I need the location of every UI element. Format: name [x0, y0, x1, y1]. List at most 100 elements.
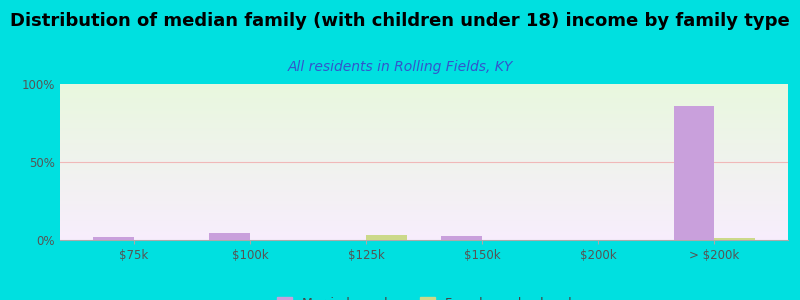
- Bar: [60, 184, 788, 185]
- Bar: [60, 131, 788, 132]
- Bar: [60, 115, 788, 117]
- Bar: [60, 123, 788, 124]
- Bar: [60, 134, 788, 136]
- Bar: [60, 145, 788, 146]
- Bar: [60, 156, 788, 157]
- Bar: [60, 182, 788, 184]
- Bar: [60, 142, 788, 143]
- Bar: [60, 207, 788, 209]
- Legend: Married couple, Female, no husband: Married couple, Female, no husband: [271, 292, 577, 300]
- Bar: [60, 148, 788, 149]
- Bar: [60, 218, 788, 220]
- Bar: [60, 101, 788, 103]
- Bar: [60, 238, 788, 240]
- Bar: [60, 129, 788, 131]
- Bar: [60, 215, 788, 217]
- Bar: [60, 92, 788, 93]
- Bar: [60, 209, 788, 210]
- Bar: [442, 236, 482, 240]
- Bar: [60, 89, 788, 90]
- Bar: [60, 90, 788, 92]
- Bar: [60, 220, 788, 221]
- Bar: [60, 114, 788, 115]
- Bar: [60, 100, 788, 101]
- Bar: [60, 103, 788, 104]
- Bar: [60, 112, 788, 114]
- Bar: [60, 221, 788, 223]
- Bar: [60, 195, 788, 196]
- Bar: [60, 181, 788, 182]
- Bar: [60, 223, 788, 224]
- Bar: [60, 93, 788, 95]
- Bar: [60, 109, 788, 110]
- Bar: [60, 151, 788, 153]
- Bar: [60, 193, 788, 195]
- Bar: [60, 227, 788, 229]
- Bar: [60, 98, 788, 100]
- Bar: [60, 237, 788, 238]
- Bar: [60, 168, 788, 170]
- Bar: [60, 167, 788, 168]
- Bar: [60, 126, 788, 128]
- Bar: [60, 170, 788, 171]
- Bar: [60, 95, 788, 97]
- Bar: [60, 137, 788, 139]
- Bar: [60, 118, 788, 120]
- Bar: [714, 238, 755, 240]
- Bar: [60, 202, 788, 204]
- Bar: [60, 104, 788, 106]
- Bar: [60, 179, 788, 181]
- Bar: [60, 85, 788, 87]
- Bar: [60, 159, 788, 160]
- Bar: [60, 224, 788, 226]
- Bar: [60, 235, 788, 237]
- Bar: [60, 214, 788, 215]
- Bar: [60, 110, 788, 112]
- Bar: [60, 160, 788, 162]
- Bar: [209, 233, 250, 240]
- Text: All residents in Rolling Fields, KY: All residents in Rolling Fields, KY: [287, 60, 513, 74]
- Bar: [60, 196, 788, 198]
- Bar: [60, 206, 788, 207]
- Bar: [60, 175, 788, 176]
- Bar: [60, 146, 788, 148]
- Bar: [60, 188, 788, 190]
- Bar: [60, 198, 788, 200]
- Bar: [60, 140, 788, 142]
- Bar: [60, 162, 788, 164]
- Bar: [60, 157, 788, 159]
- Bar: [60, 231, 788, 232]
- Bar: [60, 120, 788, 122]
- Bar: [60, 97, 788, 98]
- Bar: [60, 226, 788, 227]
- Bar: [60, 106, 788, 107]
- Bar: [60, 171, 788, 173]
- Bar: [60, 154, 788, 156]
- Bar: [60, 107, 788, 109]
- Bar: [60, 234, 788, 235]
- Bar: [60, 229, 788, 231]
- Bar: [60, 210, 788, 212]
- Bar: [60, 232, 788, 234]
- Bar: [60, 136, 788, 137]
- Bar: [60, 204, 788, 206]
- Text: Distribution of median family (with children under 18) income by family type: Distribution of median family (with chil…: [10, 12, 790, 30]
- Bar: [674, 106, 714, 240]
- Bar: [60, 190, 788, 192]
- Bar: [60, 132, 788, 134]
- Bar: [366, 235, 406, 240]
- Bar: [60, 165, 788, 167]
- Bar: [60, 173, 788, 175]
- Bar: [60, 187, 788, 188]
- Bar: [93, 237, 134, 240]
- Bar: [60, 149, 788, 151]
- Bar: [60, 178, 788, 179]
- Bar: [60, 200, 788, 201]
- Bar: [60, 153, 788, 154]
- Bar: [60, 122, 788, 123]
- Bar: [60, 87, 788, 89]
- Bar: [60, 143, 788, 145]
- Bar: [60, 185, 788, 187]
- Bar: [60, 192, 788, 193]
- Bar: [60, 164, 788, 165]
